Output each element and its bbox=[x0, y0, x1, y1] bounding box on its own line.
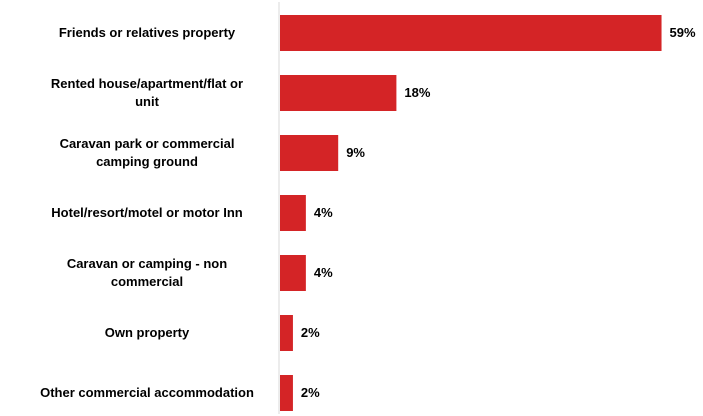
category-label-5: Own property bbox=[105, 325, 190, 340]
value-labels: 59% 18% 9% 4% 4% 2% 2% bbox=[301, 25, 696, 400]
category-label-line: Hotel/resort/motel or motor Inn bbox=[51, 205, 242, 220]
value-label-4: 4% bbox=[314, 265, 333, 280]
category-label-6: Other commercial accommodation bbox=[40, 385, 254, 400]
value-label-6: 2% bbox=[301, 385, 320, 400]
value-label-5: 2% bbox=[301, 325, 320, 340]
category-label-line: Other commercial accommodation bbox=[40, 385, 254, 400]
category-label-1: Rented house/apartment/flat or unit bbox=[51, 76, 243, 109]
category-label-line: Caravan or camping - non bbox=[67, 256, 227, 271]
value-label-2: 9% bbox=[346, 145, 365, 160]
value-label-0: 59% bbox=[670, 25, 696, 40]
bar-1 bbox=[280, 75, 397, 111]
value-label-3: 4% bbox=[314, 205, 333, 220]
category-label-3: Hotel/resort/motel or motor Inn bbox=[51, 205, 242, 220]
value-label-1: 18% bbox=[404, 85, 430, 100]
bar-6 bbox=[280, 375, 293, 411]
category-label-line: Friends or relatives property bbox=[59, 25, 236, 40]
category-label-line: Caravan park or commercial bbox=[60, 136, 235, 151]
bar-4 bbox=[280, 255, 306, 291]
category-label-4: Caravan or camping - non commercial bbox=[67, 256, 227, 289]
category-label-line: camping ground bbox=[96, 154, 198, 169]
category-label-2: Caravan park or commercial camping ground bbox=[60, 136, 235, 169]
category-label-line: commercial bbox=[111, 274, 183, 289]
category-labels: Friends or relatives property Rented hous… bbox=[40, 25, 254, 400]
bar-5 bbox=[280, 315, 293, 351]
category-label-line: Rented house/apartment/flat or bbox=[51, 76, 243, 91]
category-label-line: unit bbox=[135, 94, 159, 109]
bar-0 bbox=[280, 15, 662, 51]
category-label-line: Own property bbox=[105, 325, 190, 340]
bar-3 bbox=[280, 195, 306, 231]
bar-2 bbox=[280, 135, 339, 171]
category-label-0: Friends or relatives property bbox=[59, 25, 236, 40]
bars bbox=[280, 15, 662, 411]
